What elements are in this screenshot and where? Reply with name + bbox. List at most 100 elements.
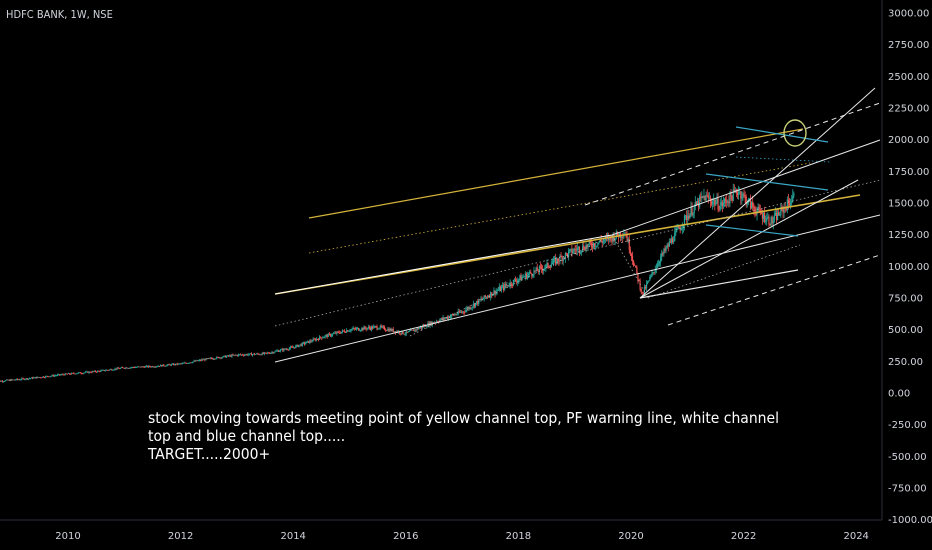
y-tick-label: 2250.00 — [888, 103, 929, 114]
candle-body — [201, 359, 203, 361]
candle-body — [348, 330, 350, 332]
candle-body — [65, 373, 67, 375]
candle-body — [372, 326, 374, 329]
candle-body — [132, 367, 134, 368]
candle-body — [20, 379, 22, 381]
candle-body — [677, 226, 679, 229]
candle-body — [68, 373, 71, 375]
candle-body — [303, 342, 306, 345]
candle-body — [320, 336, 322, 338]
candle-body — [537, 270, 539, 272]
candle-body — [147, 365, 150, 368]
candle-body — [452, 314, 454, 316]
candle-body — [182, 363, 184, 364]
candle-body — [289, 346, 291, 349]
candle-body — [555, 258, 557, 264]
candle-body — [9, 379, 11, 381]
candle-body — [28, 378, 31, 380]
candle-body — [658, 262, 661, 264]
candle-body — [459, 312, 461, 313]
candle-body — [793, 193, 795, 196]
blue-short-line — [735, 126, 829, 143]
candle-body — [522, 276, 524, 278]
candle-body — [678, 226, 680, 229]
candle-body — [373, 326, 375, 329]
candle-body — [657, 263, 660, 265]
candle-body — [361, 327, 363, 331]
candle-body — [154, 366, 156, 368]
candle-body — [773, 215, 775, 221]
candle-body — [24, 379, 26, 381]
candle-body — [489, 296, 491, 298]
candle-body — [185, 363, 188, 364]
candle-body — [90, 372, 92, 374]
annotation-line-1: stock moving towards meeting point of ye… — [148, 409, 779, 427]
candle-body — [645, 283, 648, 289]
candle-body — [251, 354, 254, 356]
candle-body — [10, 379, 12, 381]
candle-body — [720, 202, 722, 205]
candle-body — [324, 335, 326, 338]
candle-body — [696, 200, 699, 205]
candle-body — [766, 217, 768, 222]
candle-body — [156, 366, 158, 368]
candle-body — [362, 327, 364, 330]
candle-body — [454, 314, 456, 316]
candle-body — [76, 373, 78, 375]
candle-body — [298, 345, 300, 347]
candle-body — [337, 331, 339, 333]
candle-body — [69, 374, 72, 375]
candle-body — [233, 354, 235, 356]
candle-body — [595, 245, 597, 247]
candle-body — [226, 355, 229, 357]
candle-body — [196, 360, 198, 362]
candle-body — [120, 367, 123, 369]
candle-body — [521, 277, 523, 280]
candle-body — [127, 368, 129, 369]
candle-body — [520, 275, 522, 280]
candle-body — [393, 331, 395, 333]
candle-body — [783, 207, 785, 213]
candle-body — [594, 243, 596, 247]
candle-body — [660, 257, 662, 263]
candle-body — [762, 212, 765, 219]
candle-body — [491, 292, 493, 296]
candle-body — [598, 242, 600, 243]
candle-body — [571, 248, 573, 254]
candle-body — [312, 338, 314, 342]
candle-body — [425, 325, 427, 327]
candle-body — [443, 317, 445, 319]
candle-body — [686, 215, 688, 220]
candle-body — [357, 327, 360, 331]
candle-body — [368, 326, 371, 328]
candle-body — [529, 271, 531, 274]
candle-body — [469, 307, 471, 309]
x-tick-label: 2014 — [280, 531, 305, 542]
candle-body — [460, 312, 463, 313]
candle-body — [739, 191, 741, 193]
candle-body — [45, 376, 47, 378]
candle-body — [72, 373, 74, 374]
candle-body — [442, 317, 444, 320]
candle-body — [342, 330, 345, 332]
candle-body — [309, 340, 311, 343]
candle-body — [199, 359, 202, 361]
candle-body — [505, 284, 507, 286]
candle-body — [66, 373, 68, 375]
x-axis: 2010 2012 2014 2016 2018 2020 2022 2024 — [55, 531, 869, 542]
candle-body — [376, 326, 378, 329]
candle-body — [286, 349, 288, 350]
candle-body — [553, 258, 556, 260]
candle-body — [19, 379, 21, 381]
y-tick-label: 2000.00 — [888, 135, 929, 146]
candle-body — [543, 269, 545, 271]
candle-body — [113, 369, 115, 371]
candle-body — [23, 378, 25, 380]
candle-body — [106, 369, 109, 371]
candle-body — [6, 379, 8, 381]
candle-body — [765, 221, 767, 223]
candle-body — [88, 371, 90, 373]
candle-body — [441, 318, 443, 320]
candle-body — [758, 206, 760, 210]
